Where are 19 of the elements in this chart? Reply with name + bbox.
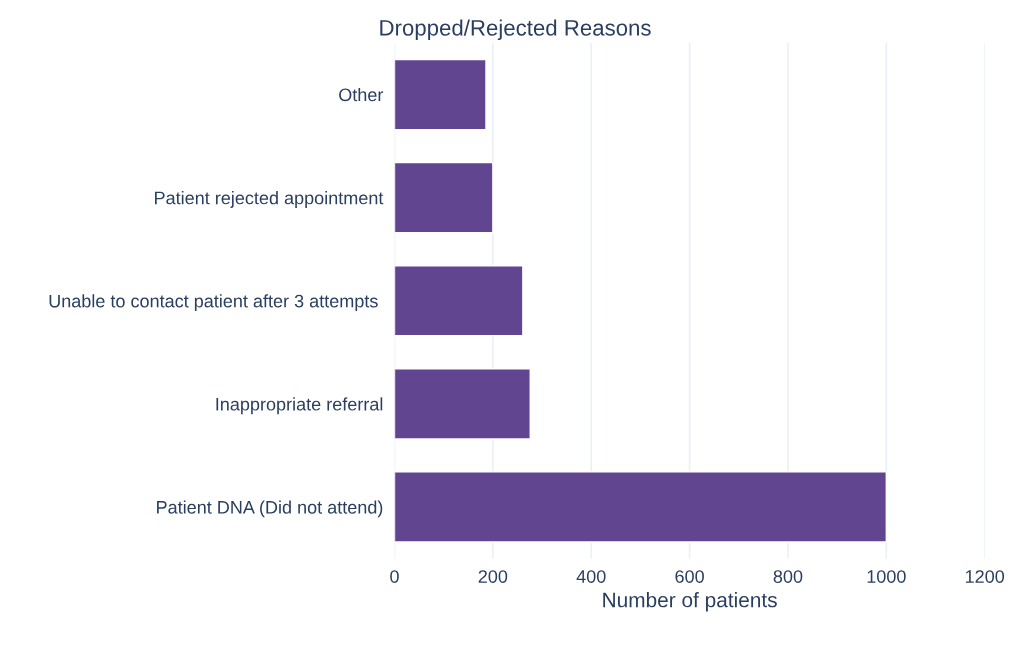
x-tick-label: 0 (390, 570, 399, 583)
bar (394, 58, 487, 131)
x-tick-label: 600 (675, 570, 704, 583)
x-axis-title: Number of patients (603, 592, 777, 612)
bar (394, 161, 494, 234)
x-tick-label: 1200 (965, 570, 1005, 583)
y-tick-label: Patient DNA (Did not attend) (157, 500, 383, 518)
chart-title: Dropped/Rejected Reasons (380, 19, 651, 41)
bar (394, 265, 524, 337)
x-tick-label: 800 (773, 570, 803, 583)
y-tick-label: Patient rejected appointment (155, 191, 384, 208)
x-tick-label: 400 (576, 570, 606, 583)
x-tick-label: 200 (478, 570, 508, 583)
y-tick-label: Inappropriate referral (216, 397, 383, 415)
bar (394, 368, 531, 440)
y-tick-label: Other (339, 87, 384, 102)
y-tick-label: Unable to contact patient after 3 attempts (49, 294, 378, 312)
bar (394, 471, 888, 543)
x-tick-label: 1000 (867, 570, 906, 583)
